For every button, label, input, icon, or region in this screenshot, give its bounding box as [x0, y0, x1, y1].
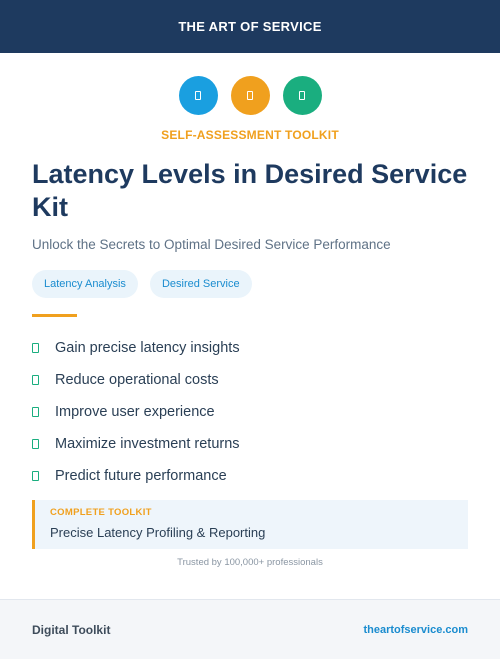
benefit-text: Predict future performance — [55, 468, 227, 484]
tag-latency-analysis: Latency Analysis — [32, 270, 138, 298]
accent-divider — [32, 314, 77, 317]
document-icon — [230, 76, 270, 115]
page-title: Latency Levels in Desired Service Kit — [32, 159, 468, 222]
kicker-label: SELF-ASSESSMENT TOOLKIT — [161, 128, 339, 142]
trusted-note: Trusted by 100,000+ professionals — [177, 557, 323, 568]
website-link[interactable]: theartofservice.com — [363, 623, 468, 636]
document-icon — [178, 76, 218, 115]
benefit-item: Improve user experience — [32, 396, 472, 428]
check-icon — [32, 439, 39, 449]
callout-label: COMPLETE TOOLKIT — [50, 507, 152, 518]
toolkit-callout: COMPLETE TOOLKIT Precise Latency Profili… — [32, 500, 468, 549]
benefit-text: Gain precise latency insights — [55, 340, 240, 356]
benefit-list: Gain precise latency insights Reduce ope… — [32, 332, 472, 492]
tag-list: Latency Analysis Desired Service — [32, 270, 252, 298]
callout-text: Precise Latency Profiling & Reporting — [50, 525, 266, 540]
benefit-item: Predict future performance — [32, 460, 472, 492]
brand-name: THE ART OF SERVICE — [178, 19, 322, 34]
benefit-text: Improve user experience — [55, 404, 215, 420]
benefit-item: Gain precise latency insights — [32, 332, 472, 364]
benefit-text: Reduce operational costs — [55, 372, 219, 388]
document-icon — [282, 76, 322, 115]
icon-row — [0, 76, 500, 115]
benefit-text: Maximize investment returns — [55, 436, 240, 452]
check-icon — [32, 343, 39, 353]
footer-label: Digital Toolkit — [32, 622, 111, 637]
tag-desired-service: Desired Service — [149, 270, 252, 298]
benefit-item: Maximize investment returns — [32, 428, 472, 460]
header-bar: THE ART OF SERVICE — [0, 0, 500, 53]
benefit-item: Reduce operational costs — [32, 364, 472, 396]
check-icon — [32, 407, 39, 417]
footer-bar: Digital Toolkit theartofservice.com — [0, 599, 500, 659]
subtitle: Unlock the Secrets to Optimal Desired Se… — [32, 237, 391, 252]
check-icon — [32, 471, 39, 481]
check-icon — [32, 375, 39, 385]
